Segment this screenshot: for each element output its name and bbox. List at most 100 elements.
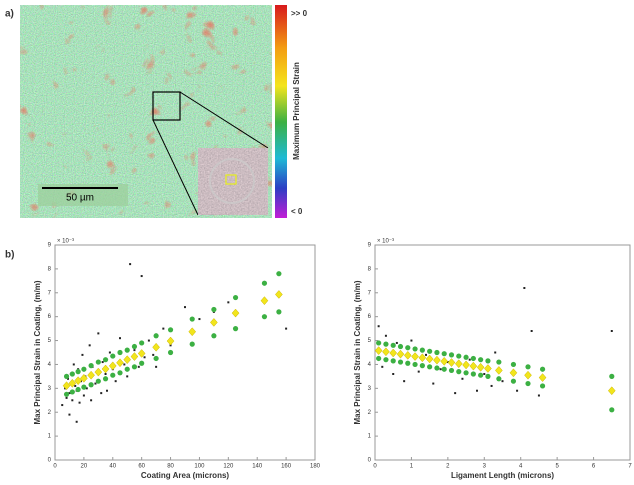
plot-frame [374, 244, 631, 461]
data-point [374, 346, 383, 355]
data-point [69, 371, 75, 377]
data-point [454, 359, 463, 369]
data-point [427, 364, 433, 370]
data-point [501, 380, 504, 383]
colorbar-title: Maximum Principal Strain [292, 62, 301, 160]
y-tick-label: 0 [368, 458, 372, 464]
data-point [110, 372, 116, 378]
data-point [90, 399, 93, 402]
data-point [496, 359, 502, 365]
data-point [184, 306, 186, 309]
data-point [463, 354, 469, 360]
y-tick-label: 9 [368, 243, 372, 249]
colorbar [275, 5, 287, 218]
panel-label: b) [5, 250, 14, 261]
y-tick-label: 6 [48, 314, 52, 320]
data-point [476, 362, 485, 372]
data-point [68, 413, 71, 416]
data-point [275, 290, 283, 299]
data-point [188, 327, 197, 337]
data-point [285, 327, 288, 330]
data-point [396, 349, 405, 359]
data-point [131, 364, 138, 370]
data-point [75, 420, 78, 423]
x-tick-label: 1 [410, 464, 414, 470]
data-point [129, 263, 132, 266]
data-point [88, 382, 94, 388]
data-point [80, 373, 88, 383]
x-tick-label: 140 [252, 464, 263, 470]
data-point [530, 330, 533, 332]
data-point [377, 325, 380, 328]
data-point [210, 318, 218, 327]
data-point [117, 349, 123, 356]
data-point [395, 341, 398, 344]
data-point [133, 349, 136, 352]
data-point [418, 353, 427, 363]
data-point [524, 370, 532, 380]
data-point [383, 341, 389, 347]
data-point [162, 327, 165, 330]
data-point [392, 373, 395, 375]
data-point [139, 360, 145, 366]
data-point [276, 309, 282, 315]
data-point [276, 271, 282, 277]
data-point [231, 308, 240, 318]
data-point [119, 337, 121, 340]
data-point [75, 369, 81, 375]
data-point [147, 339, 150, 342]
data-point [448, 352, 455, 358]
data-point [478, 357, 484, 363]
y-tick-label: 2 [48, 410, 52, 416]
data-point [376, 340, 382, 346]
data-point [81, 384, 87, 390]
inset-region [152, 91, 181, 121]
data-point [439, 368, 442, 371]
data-point [260, 296, 269, 306]
x-axis-label: Ligament Length (microns) [451, 471, 554, 480]
data-point [478, 372, 484, 378]
data-point [85, 387, 88, 390]
data-point [63, 373, 70, 379]
inset-marker [225, 174, 237, 185]
data-point [607, 386, 616, 396]
data-point [419, 363, 425, 369]
data-point [108, 361, 117, 371]
data-point [155, 365, 158, 368]
data-point [62, 381, 71, 391]
data-point [403, 350, 412, 360]
data-point [88, 344, 91, 347]
data-point [261, 280, 268, 286]
y-tick-label: 6 [368, 314, 372, 320]
y-tick-label: 5 [368, 338, 372, 344]
data-point [456, 353, 462, 359]
data-point [609, 407, 615, 413]
data-point [463, 370, 469, 376]
y-tick-label: 4 [48, 362, 52, 368]
data-point [447, 358, 456, 367]
data-point [75, 386, 81, 393]
data-point [461, 377, 464, 380]
data-point [403, 380, 406, 383]
data-point [126, 375, 129, 378]
data-point [116, 358, 124, 368]
data-point [441, 366, 447, 372]
data-point [189, 341, 195, 347]
data-point [94, 367, 103, 377]
data-point [446, 361, 449, 364]
data-point [440, 356, 449, 366]
data-point [510, 378, 517, 384]
x-tick-label: 180 [310, 464, 321, 470]
inset-ring [209, 158, 255, 204]
data-point [232, 326, 239, 332]
data-point [433, 355, 441, 365]
data-point [509, 368, 518, 378]
y-tick-label: 3 [368, 386, 372, 392]
data-point [376, 355, 382, 362]
colorbar-top-label: >> 0 [291, 9, 308, 18]
x-axis-label: Coating Area (microns) [141, 471, 229, 480]
y-tick-label: 7 [48, 290, 52, 296]
y-tick-label: 1 [48, 434, 52, 440]
y-tick-label: 8 [368, 266, 372, 272]
